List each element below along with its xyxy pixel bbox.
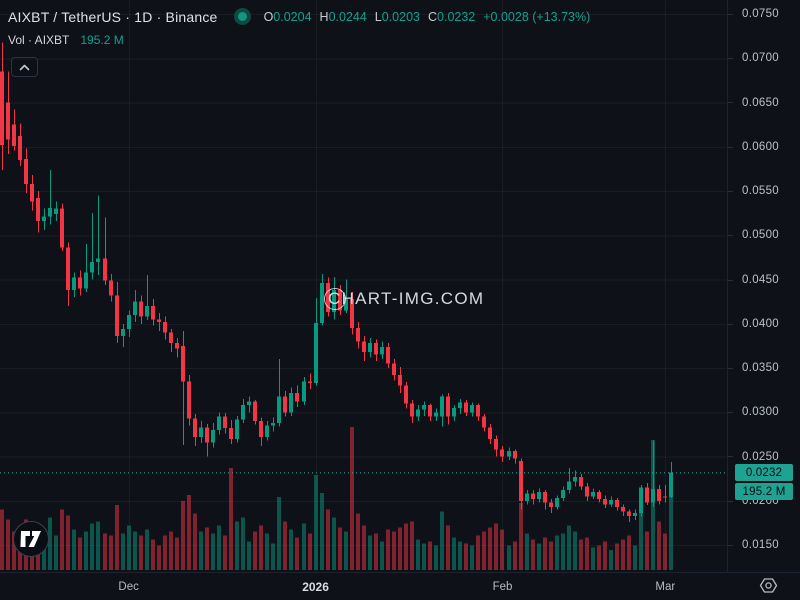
price-tick-label: 0.0750 xyxy=(742,8,779,20)
price-tick-label: 0.0300 xyxy=(742,406,779,419)
price-tick-mark xyxy=(728,191,733,192)
legend-collapse-button[interactable] xyxy=(11,57,38,77)
open-label: O xyxy=(263,9,274,24)
current-volume-label: 195.2 M xyxy=(735,483,793,500)
price-axis[interactable]: 0.0232 195.2 M 0.0750 0.0700 0.0650 0.0600 0… xyxy=(727,0,800,572)
price-tick-mark xyxy=(728,324,733,325)
price-tick-label: 0.0150 xyxy=(742,539,779,551)
gear-glyph xyxy=(759,578,778,593)
time-tick-label: Feb xyxy=(492,581,513,593)
price-tick-mark xyxy=(728,58,733,59)
close-label: C xyxy=(427,9,438,24)
candlestick-chart[interactable] xyxy=(0,0,727,572)
chart-img-logo-icon xyxy=(324,288,346,310)
price-tick-mark xyxy=(728,368,733,369)
volume-value: 195.2 M xyxy=(80,33,124,47)
price-tick-mark xyxy=(728,545,733,546)
price-tick-label: 0.0250 xyxy=(742,450,779,463)
time-axis[interactable]: Dec 2026 Feb Mar xyxy=(0,572,800,600)
candles xyxy=(0,42,673,522)
current-price-label: 0.0232 xyxy=(735,464,793,481)
exchange-status-icon xyxy=(233,8,251,25)
price-tick-label: 0.0700 xyxy=(742,52,779,65)
time-tick-label: Dec xyxy=(118,581,139,593)
price-tick-label: 0.0350 xyxy=(742,362,779,374)
tradingview-logo[interactable] xyxy=(13,521,49,557)
chevron-up-icon xyxy=(19,64,30,70)
volume-bars xyxy=(0,427,673,570)
tradingview-logo-icon xyxy=(20,531,41,547)
price-tick-label: 0.0500 xyxy=(742,229,779,242)
price-tick-label: 0.0550 xyxy=(742,185,779,197)
time-tick-label: 2026 xyxy=(302,580,329,594)
price-tick-mark xyxy=(728,501,733,502)
price-tick-label: 0.0450 xyxy=(742,273,779,286)
price-tick-mark xyxy=(728,456,733,457)
legend: AIXBT / TetherUS · 1D · Binance O0.0204 H… xyxy=(8,6,590,47)
symbol-title[interactable]: AIXBT / TetherUS · 1D · Binance xyxy=(8,8,218,25)
low-value: 0.0203 xyxy=(381,9,420,24)
watermark: CHART-IMG.COM xyxy=(324,288,485,310)
ohlc-values: O0.0204 H0.0244 L0.0203 C0.0232 +0.0028 (+13… xyxy=(264,10,591,24)
price-tick-mark xyxy=(728,235,733,236)
low-label: L xyxy=(374,9,382,24)
price-tick-mark xyxy=(728,280,733,281)
high-label: H xyxy=(319,9,329,24)
close-value: 0.0232 xyxy=(437,9,476,24)
price-tick-mark xyxy=(728,147,733,148)
high-value: 0.0244 xyxy=(328,9,367,24)
price-tick-label: 0.0400 xyxy=(742,317,779,330)
price-tick-label: 0.0650 xyxy=(742,96,779,109)
price-tick-mark xyxy=(728,14,733,15)
price-tick-mark xyxy=(728,412,733,413)
price-tick-mark xyxy=(728,102,733,103)
change-value: +0.0028 (+13.73%) xyxy=(483,9,591,24)
price-tick-label: 0.0600 xyxy=(742,140,779,153)
time-tick-label: Mar xyxy=(655,581,676,593)
open-value: 0.0204 xyxy=(273,9,312,24)
settings-gear-icon[interactable] xyxy=(759,577,778,594)
volume-indicator-label[interactable]: Vol · AIXBT xyxy=(8,33,70,47)
watermark-text: CHART-IMG.COM xyxy=(328,289,485,308)
